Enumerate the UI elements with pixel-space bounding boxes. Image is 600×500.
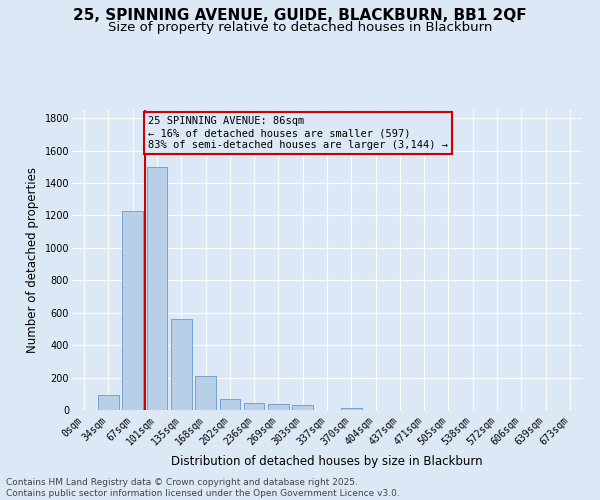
X-axis label: Distribution of detached houses by size in Blackburn: Distribution of detached houses by size … bbox=[171, 455, 483, 468]
Bar bbox=[220, 400, 240, 410]
Bar bbox=[146, 167, 167, 410]
Bar bbox=[341, 408, 362, 410]
Bar bbox=[122, 210, 143, 410]
Bar bbox=[171, 319, 191, 410]
Y-axis label: Number of detached properties: Number of detached properties bbox=[26, 167, 39, 353]
Bar bbox=[244, 402, 265, 410]
Text: 25, SPINNING AVENUE, GUIDE, BLACKBURN, BB1 2QF: 25, SPINNING AVENUE, GUIDE, BLACKBURN, B… bbox=[73, 8, 527, 22]
Bar bbox=[195, 376, 216, 410]
Text: 25 SPINNING AVENUE: 86sqm
← 16% of detached houses are smaller (597)
83% of semi: 25 SPINNING AVENUE: 86sqm ← 16% of detac… bbox=[148, 116, 448, 150]
Bar bbox=[98, 396, 119, 410]
Bar bbox=[268, 404, 289, 410]
Bar bbox=[292, 405, 313, 410]
Text: Contains HM Land Registry data © Crown copyright and database right 2025.
Contai: Contains HM Land Registry data © Crown c… bbox=[6, 478, 400, 498]
Text: Size of property relative to detached houses in Blackburn: Size of property relative to detached ho… bbox=[108, 22, 492, 35]
